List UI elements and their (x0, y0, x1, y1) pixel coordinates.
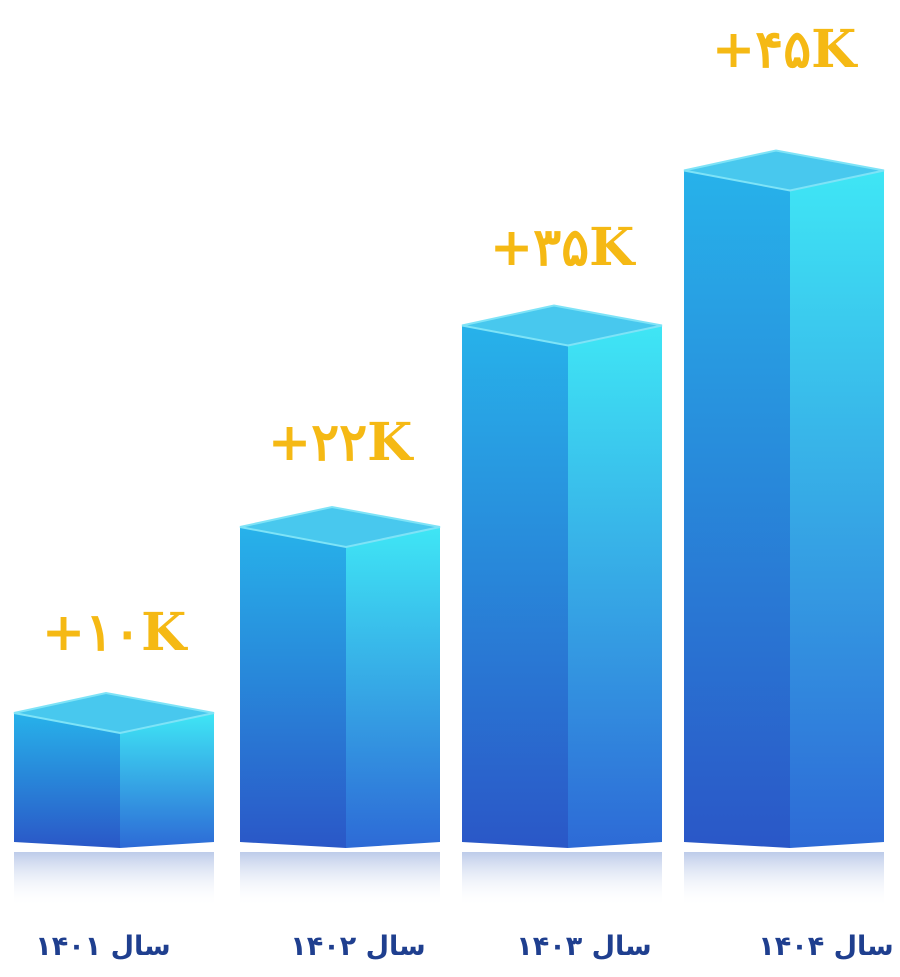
category-label-4: سال ۱۴۰۴ (758, 931, 893, 962)
bar-reflection (684, 852, 884, 907)
bar-reflection (462, 852, 662, 907)
bar-front-face (240, 527, 346, 848)
bar-side-face (790, 170, 884, 848)
bar-top-face (13, 691, 215, 735)
bar-front-face (14, 713, 120, 848)
labels-group: +۱۰K سال ۱۴۰۱ +۲۲K سال ۱۴۰۲ +۳۵K سال ۱۴۰۳ +۴۵K… (35, 19, 893, 962)
bar-reflection (14, 852, 214, 907)
data-label-1: +۱۰K (42, 602, 188, 663)
bar-2 (239, 505, 441, 907)
data-label-2: +۲۲K (268, 412, 414, 473)
bar-side-face (346, 527, 440, 848)
bar-reflection (240, 852, 440, 907)
bar-1 (13, 691, 215, 907)
bar-side-face (120, 713, 214, 848)
category-label-3: سال ۱۴۰۳ (516, 931, 651, 962)
category-label-1: سال ۱۴۰۱ (35, 931, 170, 962)
bars-group (13, 149, 885, 907)
bar-top-face (683, 149, 885, 192)
bar-front-face (462, 325, 568, 848)
bar-side-face (568, 325, 662, 848)
data-label-3: +۳۵K (490, 217, 636, 278)
bar-top-face (239, 505, 441, 549)
bar-top-face (461, 304, 663, 347)
data-label-4: +۴۵K (712, 19, 858, 80)
bar-3 (461, 304, 663, 907)
bar-front-face (684, 170, 790, 848)
bar-4 (683, 149, 885, 907)
category-label-2: سال ۱۴۰۲ (290, 931, 425, 962)
